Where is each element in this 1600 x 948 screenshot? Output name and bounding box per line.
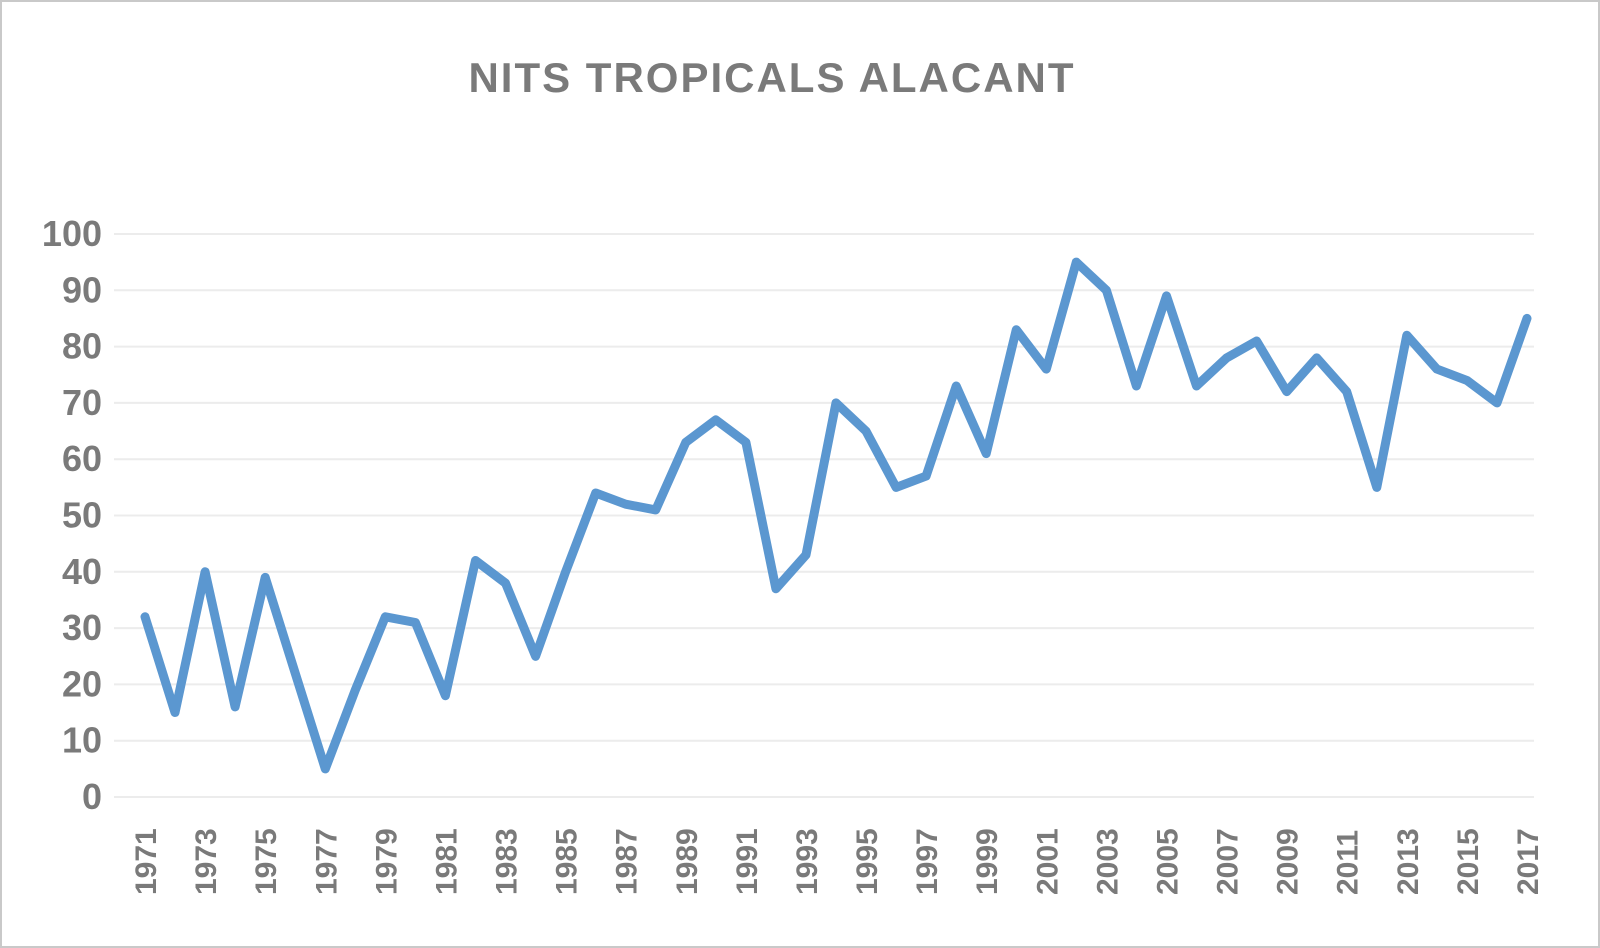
x-axis-tick-label: 1997: [911, 828, 944, 895]
x-axis-tick-label: 2007: [1212, 828, 1245, 895]
x-axis-tick: 1991: [731, 828, 764, 895]
x-axis-tick-label: 1999: [971, 828, 1004, 895]
x-axis-tick-label: 1975: [250, 828, 283, 895]
x-axis-tick: 1977: [310, 828, 343, 895]
x-axis-tick-label: 1989: [671, 828, 704, 895]
chart-title: NITS TROPICALS ALACANT: [468, 54, 1076, 101]
x-axis-tick: 2007: [1212, 828, 1245, 895]
x-axis-tick-label: 2001: [1031, 828, 1064, 895]
y-axis-tick-label: 90: [62, 269, 102, 310]
x-axis-tick: 1995: [851, 828, 884, 895]
x-axis-tick-label: 1979: [370, 828, 403, 895]
y-axis-tick-label: 100: [42, 213, 102, 254]
y-axis-tick-label: 20: [62, 663, 102, 704]
x-axis-tick: 1975: [250, 828, 283, 895]
x-axis-tick: 1971: [130, 828, 163, 895]
x-axis-tick-label: 1981: [430, 828, 463, 895]
x-axis-tick: 1985: [551, 828, 584, 895]
x-axis-tick-label: 1995: [851, 828, 884, 895]
x-axis-tick: 1989: [671, 828, 704, 895]
x-axis-tick-label: 2013: [1392, 828, 1425, 895]
x-axis-tick-label: 2011: [1332, 830, 1365, 895]
y-axis-tick-label: 80: [62, 326, 102, 367]
x-axis-tick: 1983: [491, 828, 524, 895]
x-axis-tick: 2003: [1091, 828, 1124, 895]
x-axis-tick-label: 2009: [1272, 828, 1305, 895]
x-axis-tick: 1999: [971, 828, 1004, 895]
x-axis-tick-label: 1991: [731, 828, 764, 895]
y-axis-tick-label: 0: [82, 776, 102, 817]
x-axis-tick-label: 1987: [611, 828, 644, 895]
x-axis-tick: 2001: [1031, 828, 1064, 895]
x-axis-tick-label: 1985: [551, 828, 584, 895]
y-axis-tick-label: 40: [62, 551, 102, 592]
x-axis-tick: 2013: [1392, 828, 1425, 895]
x-axis-tick-label: 2015: [1452, 828, 1485, 895]
x-axis-tick: 2009: [1272, 828, 1305, 895]
y-axis-tick-label: 60: [62, 438, 102, 479]
x-axis-tick: 2011: [1332, 830, 1365, 895]
y-axis-tick-label: 30: [62, 607, 102, 648]
x-axis-tick: 1979: [370, 828, 403, 895]
x-axis-tick: 1981: [430, 828, 463, 895]
x-axis-tick-label: 1973: [190, 828, 223, 895]
x-axis-tick-label: 1993: [791, 828, 824, 895]
x-axis-tick: 2017: [1512, 828, 1545, 895]
x-axis-tick: 1997: [911, 828, 944, 895]
y-axis-tick-label: 10: [62, 720, 102, 761]
x-axis-tick: 1973: [190, 828, 223, 895]
x-axis-tick: 1993: [791, 828, 824, 895]
data-line: [140, 257, 1532, 774]
x-axis-tick: 2005: [1151, 828, 1184, 895]
x-axis-tick-label: 2005: [1151, 828, 1184, 895]
x-axis-tick: 1987: [611, 828, 644, 895]
x-axis-tick-label: 1983: [491, 828, 524, 895]
x-axis-tick-label: 2003: [1091, 828, 1124, 895]
y-axis-tick-label: 50: [62, 495, 102, 536]
x-axis-tick-label: 2017: [1512, 828, 1545, 895]
x-axis-tick-label: 1971: [130, 828, 163, 895]
x-axis-tick: 2015: [1452, 828, 1485, 895]
y-axis-tick-label: 70: [62, 382, 102, 423]
x-axis-tick-label: 1977: [310, 828, 343, 895]
